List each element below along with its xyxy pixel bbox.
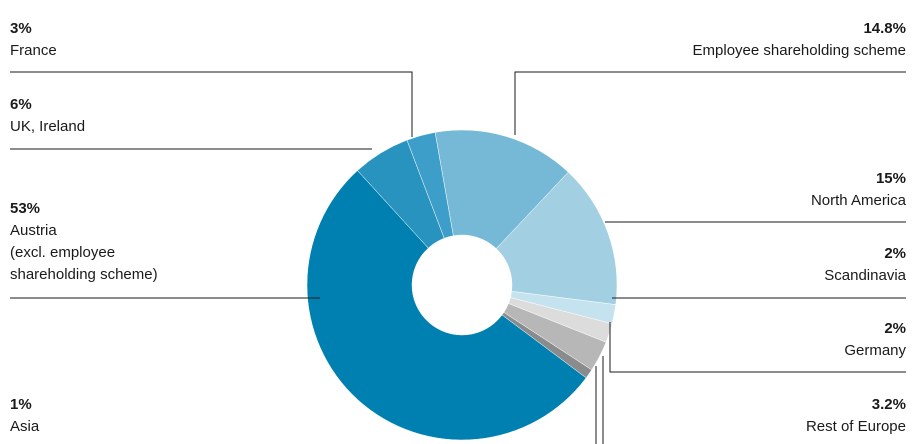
label-north-america: 15% North America xyxy=(811,168,906,212)
label-uk-pct: 6% xyxy=(10,96,32,113)
leader-line-germany xyxy=(609,322,906,373)
label-austria-name-3: shareholding scheme) xyxy=(10,266,158,283)
label-employee-name: Employee shareholding scheme xyxy=(692,42,906,59)
label-asia: 1% Asia xyxy=(10,394,39,438)
label-scandinavia: 2% Scandinavia xyxy=(824,243,906,287)
label-asia-name: Asia xyxy=(10,418,40,435)
label-scandinavia-pct: 2% xyxy=(884,245,906,262)
label-germany-name: Germany xyxy=(844,342,906,359)
donut-slice-north-america xyxy=(495,171,618,305)
donut-slices xyxy=(306,129,618,441)
label-france-pct: 3% xyxy=(10,20,32,37)
leader-lines xyxy=(10,71,906,444)
label-germany: 2% Germany xyxy=(844,318,906,362)
label-rest-europe-name: Rest of Europe xyxy=(805,418,906,435)
label-north-america-name: North America xyxy=(810,192,906,209)
label-germany-pct: 2% xyxy=(884,320,906,337)
label-rest-europe-pct: 3.2% xyxy=(871,396,906,413)
label-employee-pct: 14.8% xyxy=(863,20,906,37)
leader-line-employee xyxy=(514,71,906,135)
label-north-america-pct: 15% xyxy=(875,170,906,187)
label-austria-pct: 53% xyxy=(10,200,41,217)
label-austria-name-1: Austria xyxy=(10,222,57,239)
donut-slice-france xyxy=(406,132,454,239)
label-austria-name-2: (excl. employee xyxy=(10,244,116,261)
label-scandinavia-name: Scandinavia xyxy=(824,267,906,284)
donut-slice-austria-excl-employee-shareholding-scheme xyxy=(306,170,587,441)
label-france: 3% France xyxy=(10,18,57,62)
donut-slice-employee-shareholding-scheme xyxy=(434,129,569,249)
label-employee: 14.8% Employee shareholding scheme xyxy=(693,18,906,62)
label-uk-name: UK, Ireland xyxy=(10,118,86,135)
label-rest-europe: 3.2% Rest of Europe xyxy=(806,394,906,438)
label-austria: 53% Austria (excl. employee shareholding… xyxy=(10,198,158,286)
label-uk: 6% UK, Ireland xyxy=(10,94,85,138)
label-asia-pct: 1% xyxy=(10,396,32,413)
label-france-name: France xyxy=(10,42,57,59)
leader-line-france xyxy=(10,71,413,137)
